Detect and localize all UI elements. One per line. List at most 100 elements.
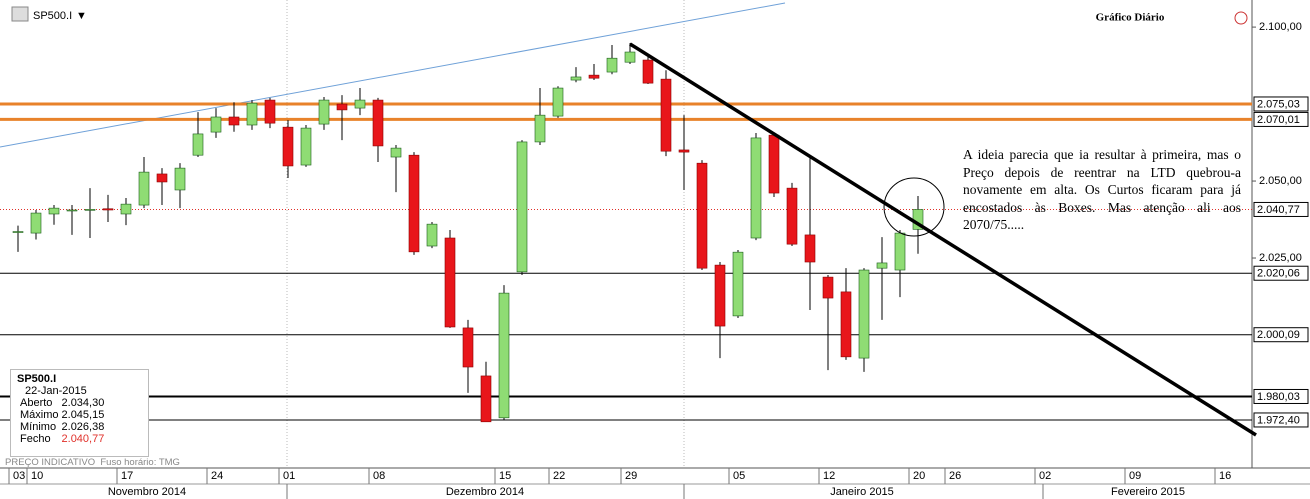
candle-body (444, 237, 456, 328)
candle-body (318, 99, 330, 125)
x-tick-label: 26 (949, 470, 961, 482)
candle-body (408, 154, 420, 253)
trend-line (629, 42, 1257, 437)
candle-body (696, 162, 708, 269)
x-tick-label: 05 (733, 470, 745, 482)
candle-body (210, 116, 222, 133)
y-tick-label: 2.050,00 (1259, 175, 1302, 187)
footer: PREÇO INDICATIVO Fuso horário: TMG (5, 457, 180, 468)
candle-body (822, 276, 834, 299)
candle-body (84, 209, 96, 211)
symbol-icon (11, 6, 29, 22)
info-label: Mínimo (20, 421, 57, 433)
level-label-box (1253, 412, 1309, 428)
plot-area (0, 0, 1252, 468)
x-tick-label: 16 (1219, 470, 1231, 482)
info-value: 2.026,38 (61, 421, 105, 433)
level-label: 1.980,03 (1257, 391, 1300, 403)
x-tick-label: 01 (283, 470, 295, 482)
x-tick-label: 24 (211, 470, 223, 482)
x-tick-label: 02 (1039, 470, 1051, 482)
candle-body (876, 262, 888, 269)
level-label: 2.020,06 (1257, 268, 1300, 280)
candle-body (570, 76, 582, 81)
level-label: 1.972,40 (1257, 414, 1300, 426)
x-tick-label: 17 (121, 470, 133, 482)
info-table: Aberto 2.034,30 Máximo 2.045,15 Mínimo 2.02… (20, 397, 107, 445)
highlight-circle (883, 177, 945, 237)
candle-body (894, 232, 906, 271)
candle-body (156, 173, 168, 183)
level-label: 2.070,01 (1257, 114, 1300, 126)
candle-body (588, 74, 600, 79)
info-value: 2.034,30 (61, 397, 105, 409)
footer-timezone: Fuso horário: TMG (100, 457, 180, 468)
footer-note: PREÇO INDICATIVO (5, 457, 96, 468)
candle-body (66, 209, 78, 212)
symbol[interactable]: SP500.I (33, 10, 72, 22)
candle-body (642, 59, 654, 84)
candle-body (624, 51, 636, 63)
candle-body (534, 114, 546, 143)
info-box: SP500.I 22-Jan-2015 Aberto 2.034,30 Máxim… (10, 369, 149, 457)
candle-body (786, 187, 798, 245)
candle-body (102, 208, 114, 211)
x-tick-label: 10 (31, 470, 43, 482)
level-label: 2.040,77 (1257, 204, 1300, 216)
candle-body (804, 234, 816, 263)
candle-body (768, 134, 780, 194)
info-label: Máximo (20, 409, 59, 421)
info-label: Fecho (20, 433, 51, 445)
info-value: 2.045,15 (61, 409, 105, 421)
month-label: Janeiro 2015 (830, 486, 894, 498)
x-tick-label: 29 (625, 470, 637, 482)
level-label-box (1253, 388, 1309, 404)
x-tick-label: 03 (13, 470, 25, 482)
level-label-box (1253, 265, 1309, 281)
candle-body (426, 223, 438, 247)
candle-body (30, 212, 42, 234)
candle-body (390, 147, 402, 158)
x-tick-label: 15 (499, 470, 511, 482)
x-tick-label: 22 (553, 470, 565, 482)
candle-body (462, 327, 474, 368)
month-label: Dezembro 2014 (446, 486, 524, 498)
level-label-box (1253, 327, 1309, 343)
level-label-box (1253, 111, 1309, 127)
candle-body (12, 231, 24, 233)
x-tick-label: 08 (373, 470, 385, 482)
month-label: Fevereiro 2015 (1111, 486, 1185, 498)
candle-body (750, 137, 762, 239)
level-label: 2.000,09 (1257, 329, 1300, 341)
symbol-dropdown[interactable]: ▼ (76, 10, 87, 22)
y-tick-label: 2.100,00 (1259, 21, 1302, 33)
level-label: 2.075,03 (1257, 98, 1300, 110)
candle-body (516, 141, 528, 273)
level-label-box (1253, 201, 1309, 217)
y-tick-label: 2.025,00 (1259, 252, 1302, 264)
candle-body (372, 99, 384, 147)
candle-body (498, 292, 510, 419)
candle-body (336, 103, 348, 111)
candle-body (732, 251, 744, 317)
candle-body (354, 99, 366, 109)
clock-icon[interactable] (1234, 11, 1248, 25)
candle-body (678, 149, 690, 153)
candle-body (174, 167, 186, 191)
candle-body (246, 102, 258, 126)
month-label: Novembro 2014 (108, 486, 186, 498)
candle-body (192, 133, 204, 156)
candle-body (480, 375, 492, 423)
level-label-box (1253, 96, 1309, 112)
annotation: A ideia parecia que ia resultar à primei… (963, 147, 1241, 232)
candle-body (228, 116, 240, 126)
chart-title: Gráfico Diário (1096, 12, 1165, 24)
x-tick-label: 12 (823, 470, 835, 482)
candle-body (48, 207, 60, 215)
x-tick-label: 09 (1129, 470, 1141, 482)
candle-body (858, 269, 870, 359)
candle-body (552, 87, 564, 117)
candle-body (138, 171, 150, 206)
x-tick-label: 20 (913, 470, 925, 482)
